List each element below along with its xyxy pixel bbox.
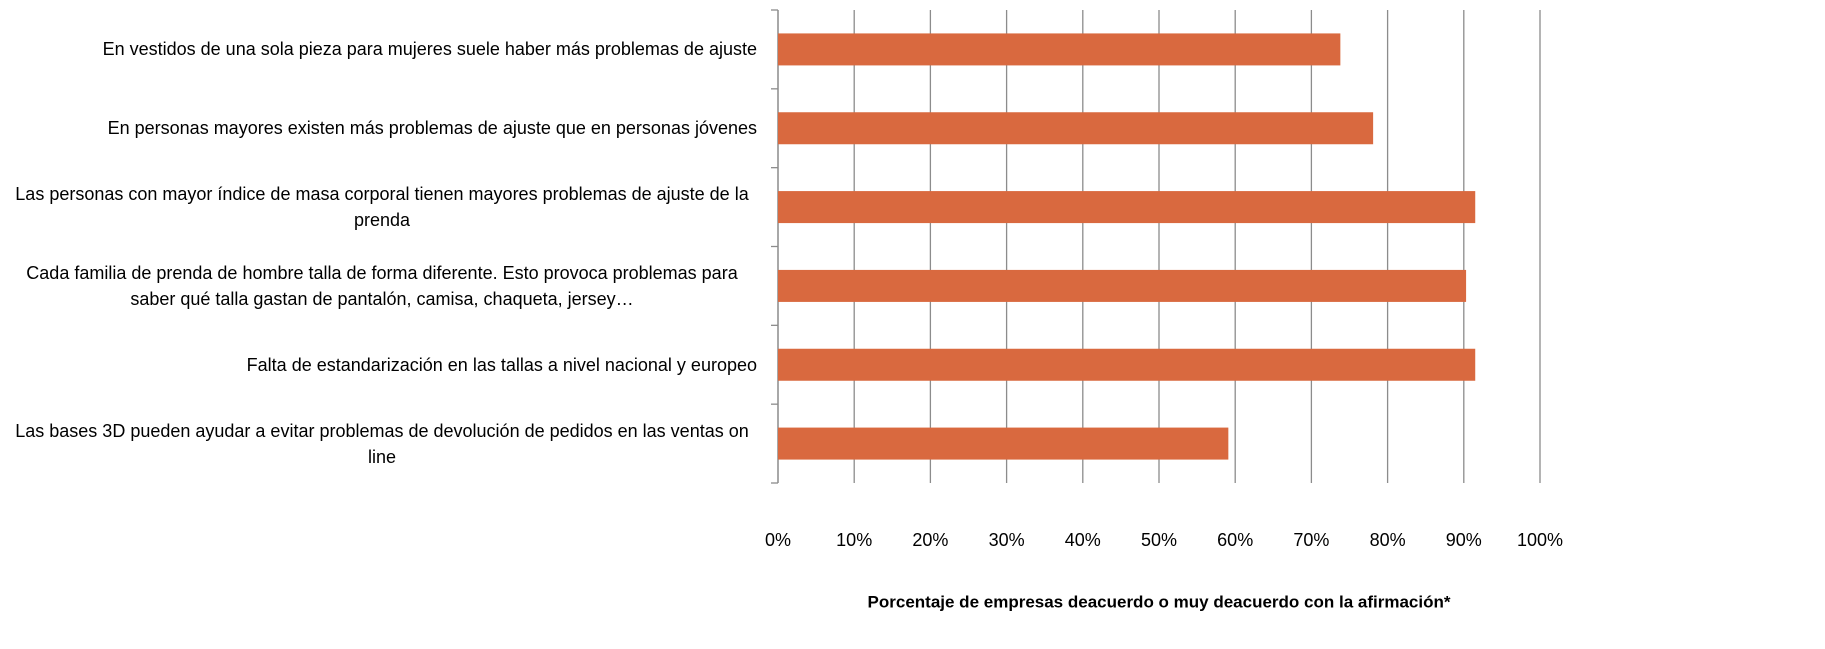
x-tick-label: 100% — [1517, 530, 1563, 550]
bar — [778, 348, 1476, 381]
bar — [778, 269, 1467, 302]
x-tick-label: 10% — [836, 530, 872, 550]
x-tick-label: 20% — [912, 530, 948, 550]
x-tick-label: 90% — [1446, 530, 1482, 550]
category-label-box: Las bases 3D pueden ayudar a evitar prob… — [7, 418, 757, 470]
y-tick-label: Las bases 3D pueden ayudar a evitar prob… — [15, 420, 749, 467]
x-tick-label: 60% — [1217, 530, 1253, 550]
y-tick-label: Cada familia de prenda de hombre talla d… — [26, 262, 738, 309]
category-label-box: Cada familia de prenda de hombre talla d… — [7, 260, 757, 312]
y-tick-label: En vestidos de una sola pieza para mujer… — [102, 39, 757, 60]
x-tick-label: 50% — [1141, 530, 1177, 550]
y-tick-label: En personas mayores existen más problema… — [107, 118, 757, 139]
category-label-box: En vestidos de una sola pieza para mujer… — [7, 36, 757, 62]
x-tick-label: 0% — [765, 530, 791, 550]
x-axis-title: Porcentaje de empresas deacuerdo o muy d… — [868, 592, 1451, 611]
x-tick-label: 30% — [989, 530, 1025, 550]
category-label-box: En personas mayores existen más problema… — [7, 115, 757, 141]
bar — [778, 427, 1229, 460]
x-tick-label: 70% — [1293, 530, 1329, 550]
x-tick-label: 40% — [1065, 530, 1101, 550]
y-tick-label: Las personas con mayor índice de masa co… — [15, 184, 749, 231]
bar — [778, 112, 1374, 145]
y-tick-label: Falta de estandarización en las tallas a… — [246, 354, 757, 375]
category-label-box: Las personas con mayor índice de masa co… — [7, 181, 757, 233]
bar — [778, 33, 1341, 66]
bar — [778, 191, 1476, 224]
x-tick-label: 80% — [1370, 530, 1406, 550]
category-label-box: Falta de estandarización en las tallas a… — [7, 352, 757, 378]
